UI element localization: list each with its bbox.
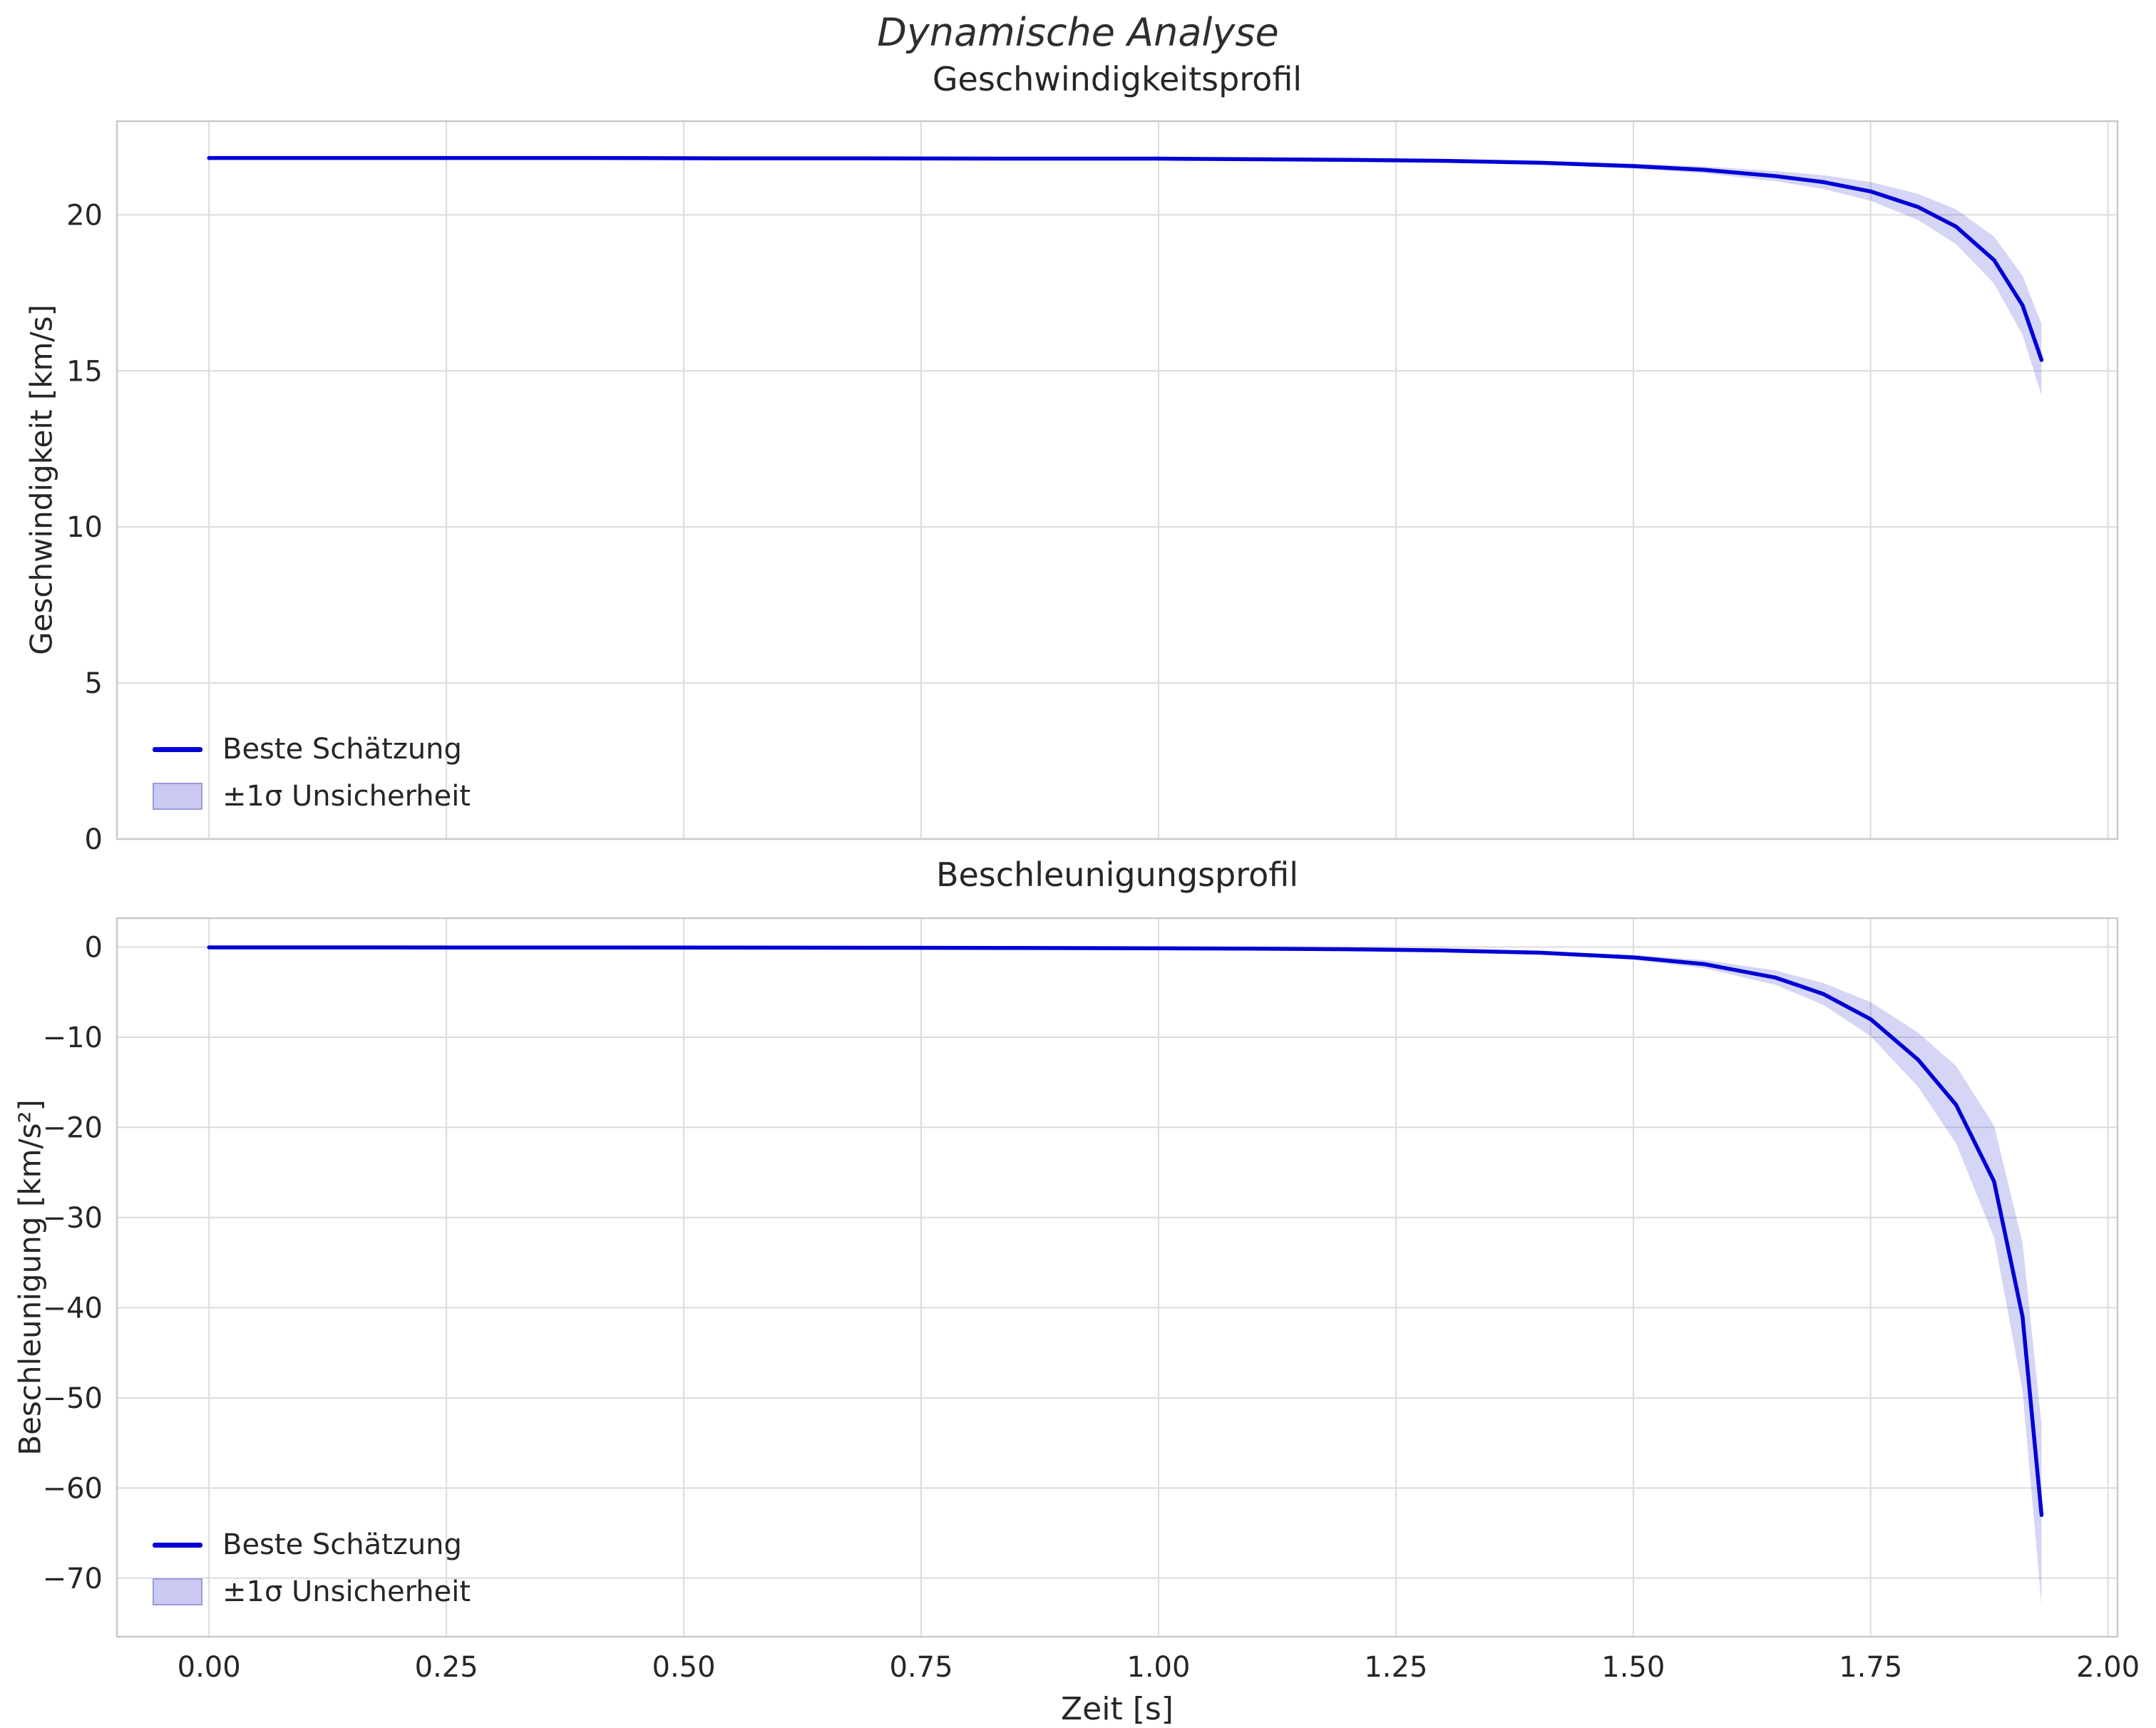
patch-swatch-icon — [153, 783, 202, 810]
svg-text:5: 5 — [85, 667, 103, 700]
svg-text:0.25: 0.25 — [415, 1651, 478, 1684]
legend-item-uncertainty: ±1σ Unsicherheit — [153, 1574, 471, 1610]
line-swatch-icon — [153, 1542, 202, 1548]
svg-text:1.00: 1.00 — [1126, 1651, 1190, 1684]
legend-label: ±1σ Unsicherheit — [222, 1575, 471, 1608]
svg-text:−60: −60 — [43, 1472, 103, 1505]
svg-text:1.75: 1.75 — [1839, 1651, 1902, 1684]
acceleration-plot-title: Beschleunigungsprofil — [935, 855, 1299, 894]
svg-text:−20: −20 — [43, 1111, 103, 1144]
svg-text:−50: −50 — [43, 1382, 103, 1415]
legend-label: Beste Schätzung — [222, 1528, 462, 1561]
svg-text:−30: −30 — [43, 1202, 103, 1235]
svg-text:0.75: 0.75 — [889, 1651, 953, 1684]
figure-title: Dynamische Analyse — [877, 10, 1279, 55]
svg-text:−70: −70 — [43, 1563, 103, 1595]
legend-label: ±1σ Unsicherheit — [222, 780, 471, 813]
acceleration-y-axis-label: Beschleunigung [km/s²] — [12, 1099, 48, 1456]
velocity-plot-title: Geschwindigkeitsprofil — [932, 60, 1303, 98]
svg-text:1.25: 1.25 — [1364, 1651, 1427, 1684]
svg-text:−10: −10 — [43, 1022, 103, 1054]
legend-item-best-estimate: Beste Schätzung — [153, 731, 471, 767]
line-swatch-icon — [153, 746, 202, 752]
patch-swatch-icon — [153, 1578, 202, 1605]
svg-text:0: 0 — [85, 823, 103, 856]
svg-text:10: 10 — [66, 511, 103, 544]
velocity-y-axis-label: Geschwindigkeit [km/s] — [24, 304, 59, 655]
legend-item-uncertainty: ±1σ Unsicherheit — [153, 778, 471, 814]
svg-text:15: 15 — [66, 355, 103, 388]
svg-text:1.50: 1.50 — [1601, 1651, 1665, 1684]
x-axis-label: Zeit [s] — [1061, 1691, 1174, 1727]
velocity-legend: Beste Schätzung ±1σ Unsicherheit — [153, 731, 471, 814]
svg-text:20: 20 — [66, 199, 103, 232]
svg-text:0.50: 0.50 — [652, 1651, 716, 1684]
legend-item-best-estimate: Beste Schätzung — [153, 1527, 471, 1563]
svg-text:2.00: 2.00 — [2076, 1651, 2140, 1684]
acceleration-legend: Beste Schätzung ±1σ Unsicherheit — [153, 1527, 471, 1610]
svg-text:0: 0 — [85, 931, 103, 964]
svg-text:−40: −40 — [43, 1292, 103, 1325]
legend-label: Beste Schätzung — [222, 733, 462, 766]
svg-text:0.00: 0.00 — [178, 1651, 241, 1684]
